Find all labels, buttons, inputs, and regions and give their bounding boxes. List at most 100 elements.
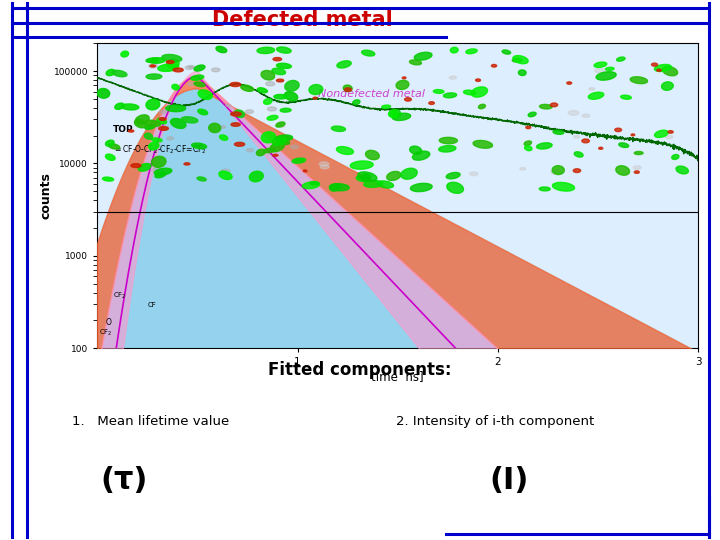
Ellipse shape <box>343 85 352 91</box>
Ellipse shape <box>191 75 204 80</box>
Ellipse shape <box>396 80 409 90</box>
Text: Fitted components:: Fitted components: <box>269 361 451 379</box>
Ellipse shape <box>350 161 373 169</box>
Ellipse shape <box>188 83 194 86</box>
Ellipse shape <box>235 143 245 146</box>
Ellipse shape <box>310 181 319 185</box>
Ellipse shape <box>194 65 205 71</box>
Ellipse shape <box>473 140 492 148</box>
Ellipse shape <box>599 147 603 150</box>
Ellipse shape <box>392 113 410 120</box>
Ellipse shape <box>595 69 606 73</box>
Ellipse shape <box>618 143 629 147</box>
Ellipse shape <box>226 104 231 107</box>
Ellipse shape <box>539 187 550 191</box>
Ellipse shape <box>524 141 531 145</box>
Ellipse shape <box>582 139 590 143</box>
Ellipse shape <box>433 90 444 93</box>
Ellipse shape <box>145 133 153 139</box>
Ellipse shape <box>151 138 162 142</box>
Ellipse shape <box>662 82 673 90</box>
Ellipse shape <box>112 70 127 77</box>
Ellipse shape <box>121 104 139 110</box>
Ellipse shape <box>331 126 346 131</box>
Ellipse shape <box>634 152 643 154</box>
Ellipse shape <box>330 184 341 191</box>
Ellipse shape <box>492 64 497 67</box>
Ellipse shape <box>279 125 285 127</box>
Ellipse shape <box>135 115 149 124</box>
Ellipse shape <box>573 169 580 172</box>
Ellipse shape <box>150 65 156 67</box>
Ellipse shape <box>410 183 432 192</box>
Ellipse shape <box>185 66 193 70</box>
Ellipse shape <box>466 49 477 53</box>
Ellipse shape <box>198 90 212 99</box>
Ellipse shape <box>356 176 367 181</box>
Ellipse shape <box>102 177 114 181</box>
Ellipse shape <box>231 123 240 126</box>
Ellipse shape <box>240 85 253 91</box>
Ellipse shape <box>276 79 284 82</box>
Text: CF$_2$: CF$_2$ <box>99 328 113 338</box>
Ellipse shape <box>273 154 278 156</box>
Text: CF$_2$: CF$_2$ <box>113 291 127 301</box>
Ellipse shape <box>246 148 253 152</box>
Ellipse shape <box>389 111 398 118</box>
Ellipse shape <box>362 174 370 179</box>
Ellipse shape <box>552 183 575 191</box>
Ellipse shape <box>634 171 639 173</box>
Text: Defected metal: Defected metal <box>212 10 393 30</box>
Ellipse shape <box>550 103 558 107</box>
Ellipse shape <box>146 74 162 79</box>
Ellipse shape <box>105 154 115 160</box>
Ellipse shape <box>221 169 230 173</box>
Ellipse shape <box>567 82 572 84</box>
Ellipse shape <box>280 109 291 112</box>
Ellipse shape <box>266 82 275 86</box>
Ellipse shape <box>135 119 147 128</box>
Ellipse shape <box>344 88 351 91</box>
Ellipse shape <box>652 63 657 66</box>
Ellipse shape <box>568 111 579 115</box>
Ellipse shape <box>153 168 161 172</box>
Ellipse shape <box>264 99 272 104</box>
Ellipse shape <box>159 110 167 113</box>
Ellipse shape <box>264 148 275 153</box>
Ellipse shape <box>189 65 194 68</box>
Ellipse shape <box>173 66 179 69</box>
Ellipse shape <box>230 112 241 116</box>
Ellipse shape <box>172 84 179 90</box>
Ellipse shape <box>276 122 285 127</box>
Ellipse shape <box>292 158 306 163</box>
Ellipse shape <box>621 95 631 99</box>
Text: (τ): (τ) <box>101 466 148 495</box>
Ellipse shape <box>270 143 284 152</box>
Ellipse shape <box>594 62 607 68</box>
Ellipse shape <box>267 116 278 120</box>
Ellipse shape <box>364 180 383 187</box>
Ellipse shape <box>158 127 168 130</box>
Ellipse shape <box>303 170 307 172</box>
Ellipse shape <box>209 123 221 133</box>
Text: 1.   Mean lifetime value: 1. Mean lifetime value <box>72 415 229 428</box>
Ellipse shape <box>146 99 160 110</box>
Ellipse shape <box>272 68 286 75</box>
Ellipse shape <box>320 165 329 169</box>
Ellipse shape <box>145 125 155 129</box>
Ellipse shape <box>390 110 401 118</box>
Ellipse shape <box>358 172 377 181</box>
Ellipse shape <box>469 172 478 176</box>
Ellipse shape <box>166 105 186 112</box>
Ellipse shape <box>654 130 668 138</box>
Ellipse shape <box>450 47 458 53</box>
Ellipse shape <box>167 59 179 69</box>
Ellipse shape <box>174 68 183 72</box>
Ellipse shape <box>552 166 564 174</box>
Ellipse shape <box>249 171 264 182</box>
Ellipse shape <box>194 82 205 86</box>
Ellipse shape <box>582 114 590 117</box>
Ellipse shape <box>361 50 375 56</box>
Ellipse shape <box>198 109 207 115</box>
Ellipse shape <box>553 130 564 134</box>
